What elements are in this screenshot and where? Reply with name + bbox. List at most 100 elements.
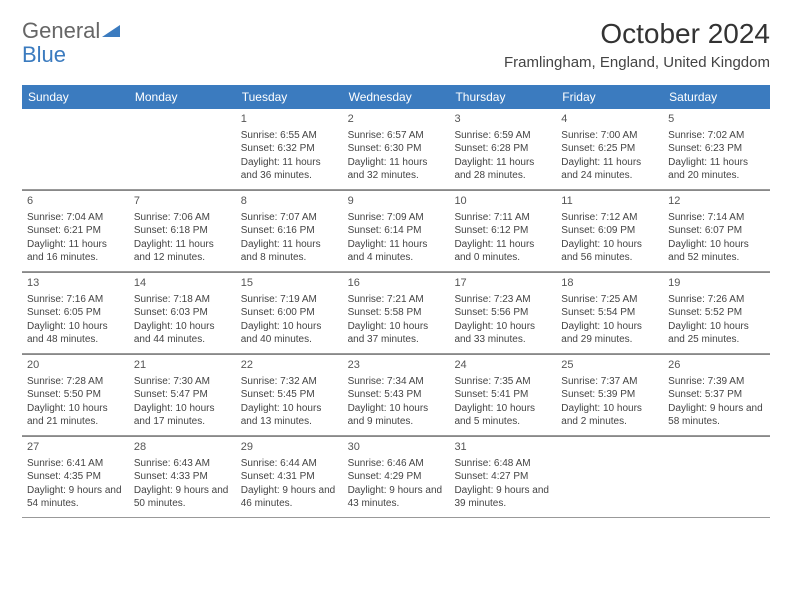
day-cell: 17 Sunrise: 7:23 AMSunset: 5:56 PMDayligh…: [449, 273, 556, 353]
day-cell: 8Sunrise: 7:07 AMSunset: 6:16 PMDaylight…: [236, 191, 343, 271]
day-number: 20: [27, 358, 124, 373]
day-info-line: Sunrise: 7:39 AM: [668, 375, 765, 389]
day-info-line: Sunrise: 7:00 AM: [561, 129, 658, 143]
day-cell: 13Sunrise: 7:16 AMSunset: 6:05 PMDayligh…: [22, 273, 129, 353]
day-info-line: Sunset: 6:14 PM: [348, 224, 445, 238]
day-info-line: Sunrise: 7:02 AM: [668, 129, 765, 143]
day-info-line: Sunset: 6:21 PM: [27, 224, 124, 238]
day-info-line: Daylight: 10 hours and 13 minutes.: [241, 402, 338, 429]
day-info-line: Sunset: 6:18 PM: [134, 224, 231, 238]
day-info-line: Sunrise: 7:30 AM: [134, 375, 231, 389]
day-info-line: Sunset: 5:56 PM: [454, 306, 551, 320]
day-cell: 25Sunrise: 7:37 AMSunset: 5:39 PMDayligh…: [556, 355, 663, 435]
day-info-line: Daylight: 10 hours and 37 minutes.: [348, 320, 445, 347]
day-cell: 3Sunrise: 6:59 AMSunset: 6:28 PMDaylight…: [449, 109, 556, 189]
day-info-line: Sunset: 5:39 PM: [561, 388, 658, 402]
day-cell: [556, 437, 663, 517]
day-number: 1: [241, 112, 338, 127]
day-number: 4: [561, 112, 658, 127]
day-info-line: Daylight: 10 hours and 9 minutes.: [348, 402, 445, 429]
day-info-line: Sunrise: 7:28 AM: [27, 375, 124, 389]
day-info-line: Sunset: 5:41 PM: [454, 388, 551, 402]
day-info-line: Daylight: 10 hours and 40 minutes.: [241, 320, 338, 347]
day-number: 23: [348, 358, 445, 373]
day-number: 5: [668, 112, 765, 127]
day-cell: 2Sunrise: 6:57 AMSunset: 6:30 PMDaylight…: [343, 109, 450, 189]
month-title: October 2024: [504, 18, 770, 50]
day-info-line: Daylight: 10 hours and 44 minutes.: [134, 320, 231, 347]
week-row: 27Sunrise: 6:41 AMSunset: 4:35 PMDayligh…: [22, 436, 770, 518]
day-cell: 19Sunrise: 7:26 AMSunset: 5:52 PMDayligh…: [663, 273, 770, 353]
day-info-line: Sunset: 6:23 PM: [668, 142, 765, 156]
day-info-line: Daylight: 10 hours and 21 minutes.: [27, 402, 124, 429]
day-info-line: Sunset: 6:07 PM: [668, 224, 765, 238]
day-number: 24: [454, 358, 551, 373]
day-info-line: Sunrise: 6:44 AM: [241, 457, 338, 471]
day-info-line: Sunset: 6:00 PM: [241, 306, 338, 320]
day-cell: 22Sunrise: 7:32 AMSunset: 5:45 PMDayligh…: [236, 355, 343, 435]
day-info-line: Daylight: 11 hours and 24 minutes.: [561, 156, 658, 183]
day-cell: 21Sunrise: 7:30 AMSunset: 5:47 PMDayligh…: [129, 355, 236, 435]
day-info-line: Sunrise: 7:32 AM: [241, 375, 338, 389]
day-info-line: Sunset: 6:25 PM: [561, 142, 658, 156]
day-number: 18: [561, 276, 658, 291]
day-info-line: Daylight: 11 hours and 28 minutes.: [454, 156, 551, 183]
day-number: 17: [454, 276, 551, 291]
day-number: 14: [134, 276, 231, 291]
week-row: 13Sunrise: 7:16 AMSunset: 6:05 PMDayligh…: [22, 272, 770, 354]
day-cell: 29Sunrise: 6:44 AMSunset: 4:31 PMDayligh…: [236, 437, 343, 517]
week-row: 20Sunrise: 7:28 AMSunset: 5:50 PMDayligh…: [22, 354, 770, 436]
day-info-line: Sunset: 4:33 PM: [134, 470, 231, 484]
day-info-line: Sunrise: 6:57 AM: [348, 129, 445, 143]
day-info-line: Sunrise: 7:35 AM: [454, 375, 551, 389]
day-info-line: Sunset: 6:09 PM: [561, 224, 658, 238]
day-info-line: Daylight: 11 hours and 12 minutes.: [134, 238, 231, 265]
day-info-line: Daylight: 10 hours and 25 minutes.: [668, 320, 765, 347]
weekday-fri: Friday: [556, 85, 663, 109]
header: General October 2024 Framlingham, Englan…: [22, 18, 770, 71]
day-cell: 30Sunrise: 6:46 AMSunset: 4:29 PMDayligh…: [343, 437, 450, 517]
day-number: 16: [348, 276, 445, 291]
day-info-line: Sunset: 6:12 PM: [454, 224, 551, 238]
day-cell: 27Sunrise: 6:41 AMSunset: 4:35 PMDayligh…: [22, 437, 129, 517]
day-info-line: Sunset: 5:43 PM: [348, 388, 445, 402]
day-info-line: Sunrise: 7:23 AM: [454, 293, 551, 307]
day-info-line: Sunset: 6:32 PM: [241, 142, 338, 156]
day-info-line: Sunset: 5:58 PM: [348, 306, 445, 320]
day-info-line: Sunrise: 7:21 AM: [348, 293, 445, 307]
day-cell: [663, 437, 770, 517]
day-info-line: Daylight: 11 hours and 32 minutes.: [348, 156, 445, 183]
day-cell: 23 Sunrise: 7:34 AMSunset: 5:43 PMDayligh…: [343, 355, 450, 435]
day-info-line: Sunset: 6:30 PM: [348, 142, 445, 156]
day-info-line: Sunrise: 6:43 AM: [134, 457, 231, 471]
day-info-line: Sunrise: 6:59 AM: [454, 129, 551, 143]
weekday-tue: Tuesday: [236, 85, 343, 109]
day-info-line: Daylight: 9 hours and 54 minutes.: [27, 484, 124, 511]
day-cell: 28Sunrise: 6:43 AMSunset: 4:33 PMDayligh…: [129, 437, 236, 517]
day-number: 7: [134, 194, 231, 209]
day-info-line: Daylight: 10 hours and 33 minutes.: [454, 320, 551, 347]
day-info-line: Sunset: 6:16 PM: [241, 224, 338, 238]
calendar-header-row: Sunday Monday Tuesday Wednesday Thursday…: [22, 85, 770, 109]
weekday-sun: Sunday: [22, 85, 129, 109]
day-number: 27: [27, 440, 124, 455]
day-info-line: Daylight: 10 hours and 29 minutes.: [561, 320, 658, 347]
day-info-line: Sunrise: 7:34 AM: [348, 375, 445, 389]
day-cell: [22, 109, 129, 189]
day-info-line: Sunset: 5:45 PM: [241, 388, 338, 402]
day-number: 9: [348, 194, 445, 209]
weekday-mon: Monday: [129, 85, 236, 109]
day-info-line: Daylight: 11 hours and 0 minutes.: [454, 238, 551, 265]
day-info-line: Sunset: 5:52 PM: [668, 306, 765, 320]
day-info-line: Sunset: 4:29 PM: [348, 470, 445, 484]
day-number: 28: [134, 440, 231, 455]
title-block: October 2024 Framlingham, England, Unite…: [504, 18, 770, 71]
day-info-line: Sunrise: 7:14 AM: [668, 211, 765, 225]
day-number: 13: [27, 276, 124, 291]
day-number: 15: [241, 276, 338, 291]
day-info-line: Sunset: 6:05 PM: [27, 306, 124, 320]
day-info-line: Daylight: 11 hours and 4 minutes.: [348, 238, 445, 265]
day-info-line: Daylight: 10 hours and 52 minutes.: [668, 238, 765, 265]
day-cell: 31Sunrise: 6:48 AMSunset: 4:27 PMDayligh…: [449, 437, 556, 517]
day-number: 10: [454, 194, 551, 209]
